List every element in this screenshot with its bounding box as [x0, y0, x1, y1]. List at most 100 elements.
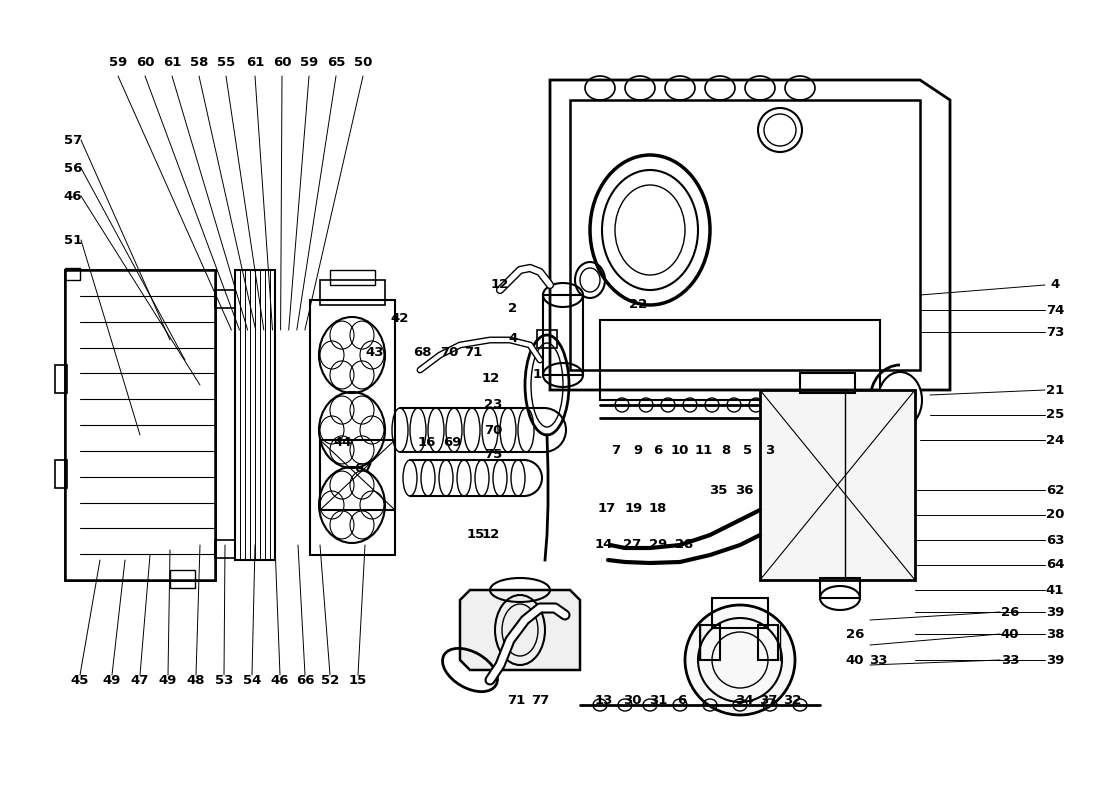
Text: 68: 68	[412, 346, 431, 358]
Text: 66: 66	[296, 674, 315, 686]
Bar	[170, 570, 195, 588]
Text: 56: 56	[64, 162, 82, 174]
Text: 36: 36	[735, 483, 754, 497]
Text: 38: 38	[1046, 627, 1065, 641]
Text: 51: 51	[64, 234, 82, 246]
Text: 53: 53	[214, 674, 233, 686]
Text: 12: 12	[482, 371, 500, 385]
Text: 4: 4	[508, 331, 518, 345]
Bar	[235, 270, 275, 560]
Text: 42: 42	[390, 311, 409, 325]
Bar	[214, 540, 235, 558]
Bar	[600, 320, 880, 400]
Text: 59: 59	[300, 55, 318, 69]
Text: 50: 50	[354, 55, 372, 69]
Text: 48: 48	[187, 674, 206, 686]
Text: 15: 15	[466, 529, 485, 542]
Text: 57: 57	[64, 134, 82, 146]
Text: 44: 44	[333, 437, 352, 450]
Text: 33: 33	[1001, 654, 1020, 666]
Text: 58: 58	[190, 55, 208, 69]
Bar	[320, 280, 385, 305]
Text: 12: 12	[482, 529, 500, 542]
Text: 1: 1	[532, 369, 541, 382]
Text: 22: 22	[629, 298, 647, 311]
Text: 46: 46	[271, 674, 289, 686]
Text: 10: 10	[671, 443, 690, 457]
Text: 15: 15	[349, 674, 367, 686]
Text: 19: 19	[625, 502, 644, 514]
Text: 32: 32	[783, 694, 801, 706]
Text: 35: 35	[708, 483, 727, 497]
Polygon shape	[460, 590, 580, 670]
Text: 77: 77	[531, 694, 549, 706]
Text: 33: 33	[869, 654, 888, 666]
Text: 34: 34	[735, 694, 754, 706]
Text: 6: 6	[678, 694, 686, 706]
Text: 52: 52	[321, 674, 339, 686]
Text: 61: 61	[163, 55, 182, 69]
Text: 62: 62	[1046, 483, 1064, 497]
Bar	[214, 290, 235, 308]
Text: 24: 24	[1046, 434, 1064, 446]
Text: 54: 54	[243, 674, 261, 686]
Text: 8: 8	[722, 443, 730, 457]
Text: 49: 49	[102, 674, 121, 686]
Text: 73: 73	[1046, 326, 1064, 338]
Text: 41: 41	[1046, 583, 1064, 597]
Text: 69: 69	[443, 437, 461, 450]
Text: 65: 65	[327, 55, 345, 69]
Text: 13: 13	[595, 694, 613, 706]
Text: 26: 26	[1001, 606, 1020, 618]
Text: 74: 74	[1046, 303, 1064, 317]
Text: 26: 26	[846, 629, 865, 642]
Text: 75: 75	[484, 449, 502, 462]
Text: 67: 67	[354, 462, 372, 474]
Text: 16: 16	[418, 437, 437, 450]
Bar	[700, 625, 720, 660]
Bar	[330, 270, 375, 285]
Text: 71: 71	[507, 694, 525, 706]
Text: 29: 29	[649, 538, 667, 550]
Text: 2: 2	[508, 302, 518, 314]
Ellipse shape	[685, 605, 795, 715]
Text: 45: 45	[70, 674, 89, 686]
Bar	[758, 625, 778, 660]
Text: 6: 6	[653, 443, 662, 457]
Bar	[820, 578, 860, 598]
Text: 27: 27	[623, 538, 641, 550]
Bar	[65, 268, 80, 280]
Text: 43: 43	[365, 346, 384, 358]
Text: 40: 40	[846, 654, 865, 666]
Text: 63: 63	[1046, 534, 1065, 546]
Bar	[537, 330, 557, 348]
Text: 9: 9	[634, 443, 642, 457]
Text: 20: 20	[1046, 509, 1064, 522]
Text: 14: 14	[595, 538, 613, 550]
Text: 60: 60	[135, 55, 154, 69]
Bar	[543, 295, 583, 375]
Bar	[55, 460, 67, 488]
Bar	[55, 365, 67, 393]
Text: 55: 55	[217, 55, 235, 69]
Bar	[65, 270, 214, 580]
Text: 47: 47	[131, 674, 150, 686]
Text: 28: 28	[674, 538, 693, 550]
Text: 5: 5	[744, 443, 752, 457]
Bar	[570, 100, 920, 370]
Text: 64: 64	[1046, 558, 1065, 571]
Text: 71: 71	[464, 346, 482, 358]
Bar	[320, 440, 395, 510]
Text: 7: 7	[612, 443, 620, 457]
Bar	[310, 300, 395, 555]
Text: 17: 17	[598, 502, 616, 514]
Text: 3: 3	[766, 443, 774, 457]
Text: 23: 23	[484, 398, 503, 411]
Text: 4: 4	[1050, 278, 1059, 291]
Text: 59: 59	[109, 55, 128, 69]
Text: 39: 39	[1046, 606, 1064, 618]
Text: 49: 49	[158, 674, 177, 686]
Text: 46: 46	[64, 190, 82, 202]
Text: 61: 61	[245, 55, 264, 69]
Bar	[760, 390, 915, 580]
